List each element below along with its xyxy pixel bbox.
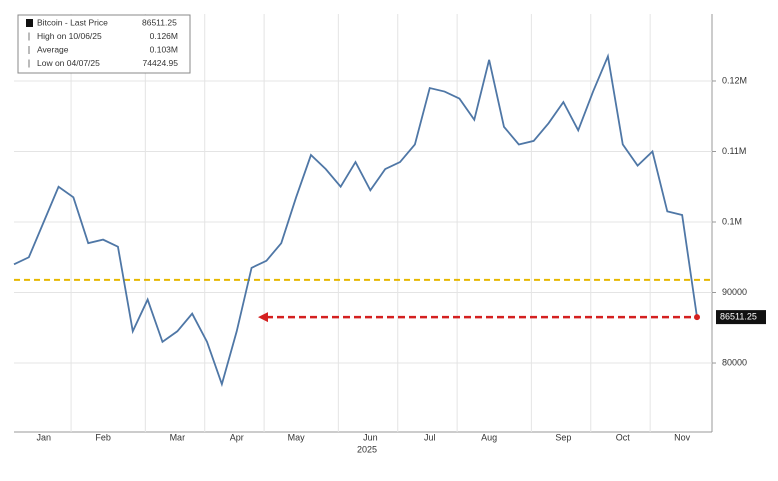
x-tick-label: Jun: [363, 432, 378, 442]
y-tick-label: 0.11M: [722, 146, 746, 156]
y-tick-label: 80000: [722, 357, 747, 367]
legend-swatch: [26, 19, 33, 27]
x-tick-label: Jul: [424, 432, 436, 442]
legend-label: High on 10/06/25: [37, 31, 102, 41]
y-tick-label: 0.1M: [722, 216, 742, 226]
last-price-label: 86511.25: [720, 311, 757, 321]
last-price-box: [716, 310, 766, 325]
x-axis-year: 2025: [357, 444, 377, 454]
x-tick-label: Feb: [95, 432, 111, 442]
y-tick-label: 0.12M: [722, 75, 747, 85]
legend-box: [17, 14, 191, 74]
price-line: [13, 53, 698, 388]
legend: Bitcoin - Last Price 86511.25 High on 10/0…: [17, 14, 191, 74]
legend-value: 74424.95: [143, 58, 179, 68]
x-tick-label: May: [288, 432, 306, 442]
x-tick-label: Aug: [481, 432, 497, 442]
x-tick-label: Apr: [230, 432, 244, 442]
legend-value: 0.126M: [150, 31, 178, 41]
legend-label: Bitcoin - Last Price: [37, 17, 108, 27]
legend-label: Low on 04/07/25: [37, 58, 100, 68]
legend-label: Average: [37, 44, 69, 54]
arrow-head: [258, 312, 268, 323]
x-tick-label: Nov: [674, 432, 691, 442]
x-tick-label: Sep: [555, 432, 571, 442]
x-tick-label: Mar: [170, 432, 186, 442]
last-price-dot: [694, 314, 700, 321]
legend-value: 86511.25: [142, 17, 177, 27]
x-tick-label: Oct: [616, 432, 631, 442]
x-tick-label: Jan: [36, 432, 51, 442]
y-tick-label: 90000: [722, 287, 747, 297]
legend-value: 0.103M: [150, 44, 178, 54]
